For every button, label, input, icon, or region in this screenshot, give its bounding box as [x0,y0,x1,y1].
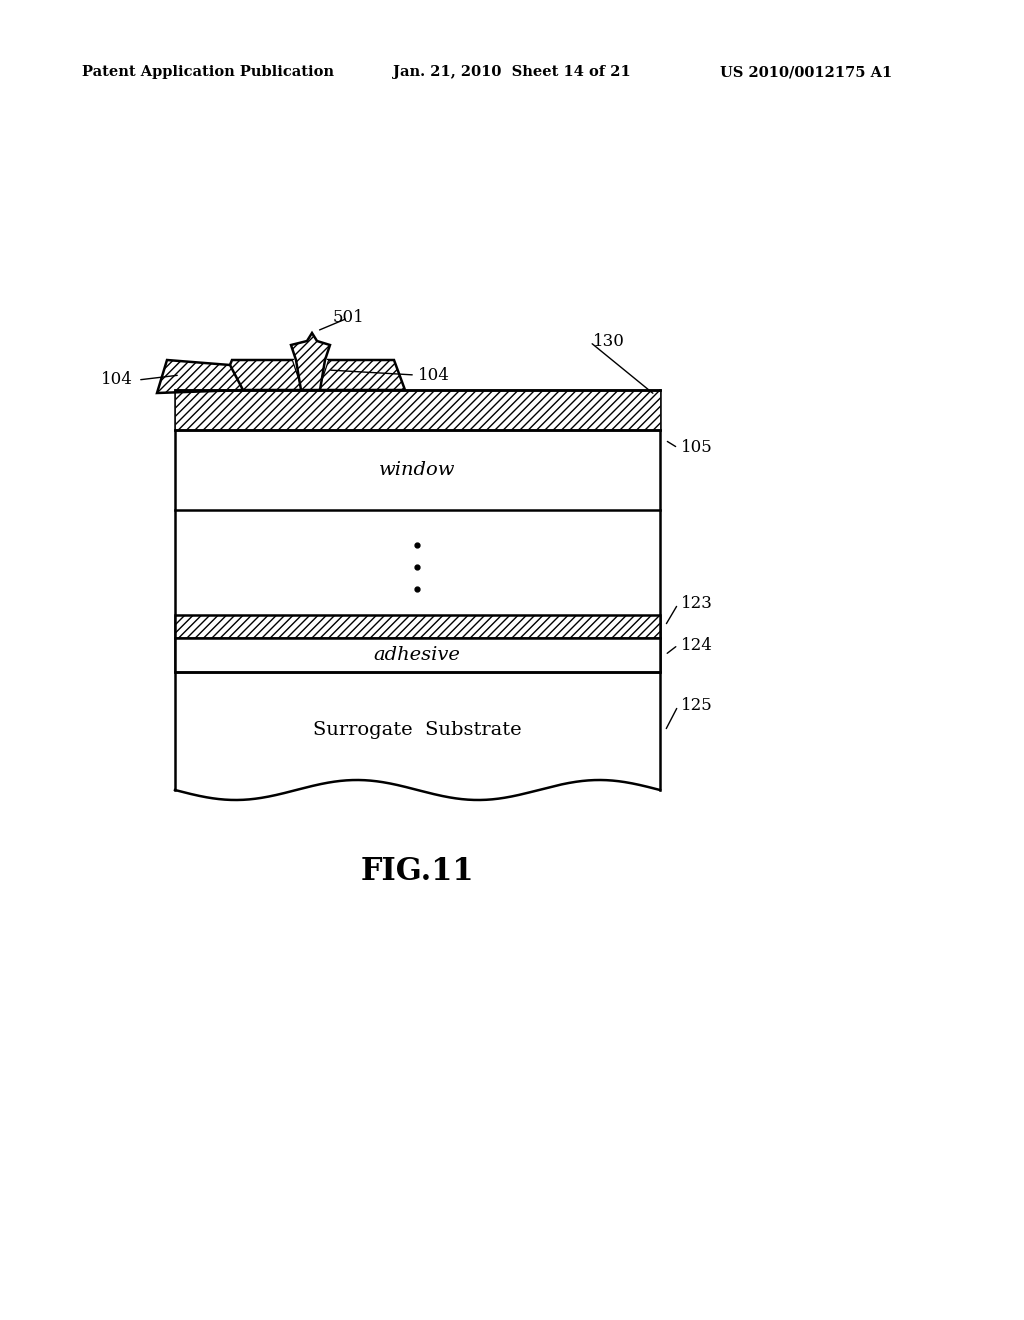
Text: adhesive: adhesive [374,645,461,664]
Polygon shape [318,360,406,389]
Bar [175,430,660,510]
Text: 125: 125 [681,697,713,714]
Text: 104: 104 [418,367,450,384]
Bar [175,638,660,672]
Polygon shape [293,360,328,389]
Polygon shape [157,360,243,393]
Polygon shape [220,360,303,389]
Text: window: window [379,461,456,479]
Text: 124: 124 [681,636,713,653]
Bar [175,672,660,789]
Text: 130: 130 [593,334,625,351]
Text: 104: 104 [101,371,133,388]
Polygon shape [175,389,660,430]
Text: Patent Application Publication: Patent Application Publication [82,65,334,79]
Text: Surrogate  Substrate: Surrogate Substrate [312,721,521,739]
Text: 501: 501 [332,309,364,326]
Polygon shape [175,615,660,638]
Text: Jan. 21, 2010  Sheet 14 of 21: Jan. 21, 2010 Sheet 14 of 21 [393,65,631,79]
Polygon shape [291,333,330,389]
Text: FIG.11: FIG.11 [360,857,474,887]
Text: 123: 123 [681,595,713,612]
Text: US 2010/0012175 A1: US 2010/0012175 A1 [720,65,892,79]
Text: 105: 105 [681,440,713,457]
